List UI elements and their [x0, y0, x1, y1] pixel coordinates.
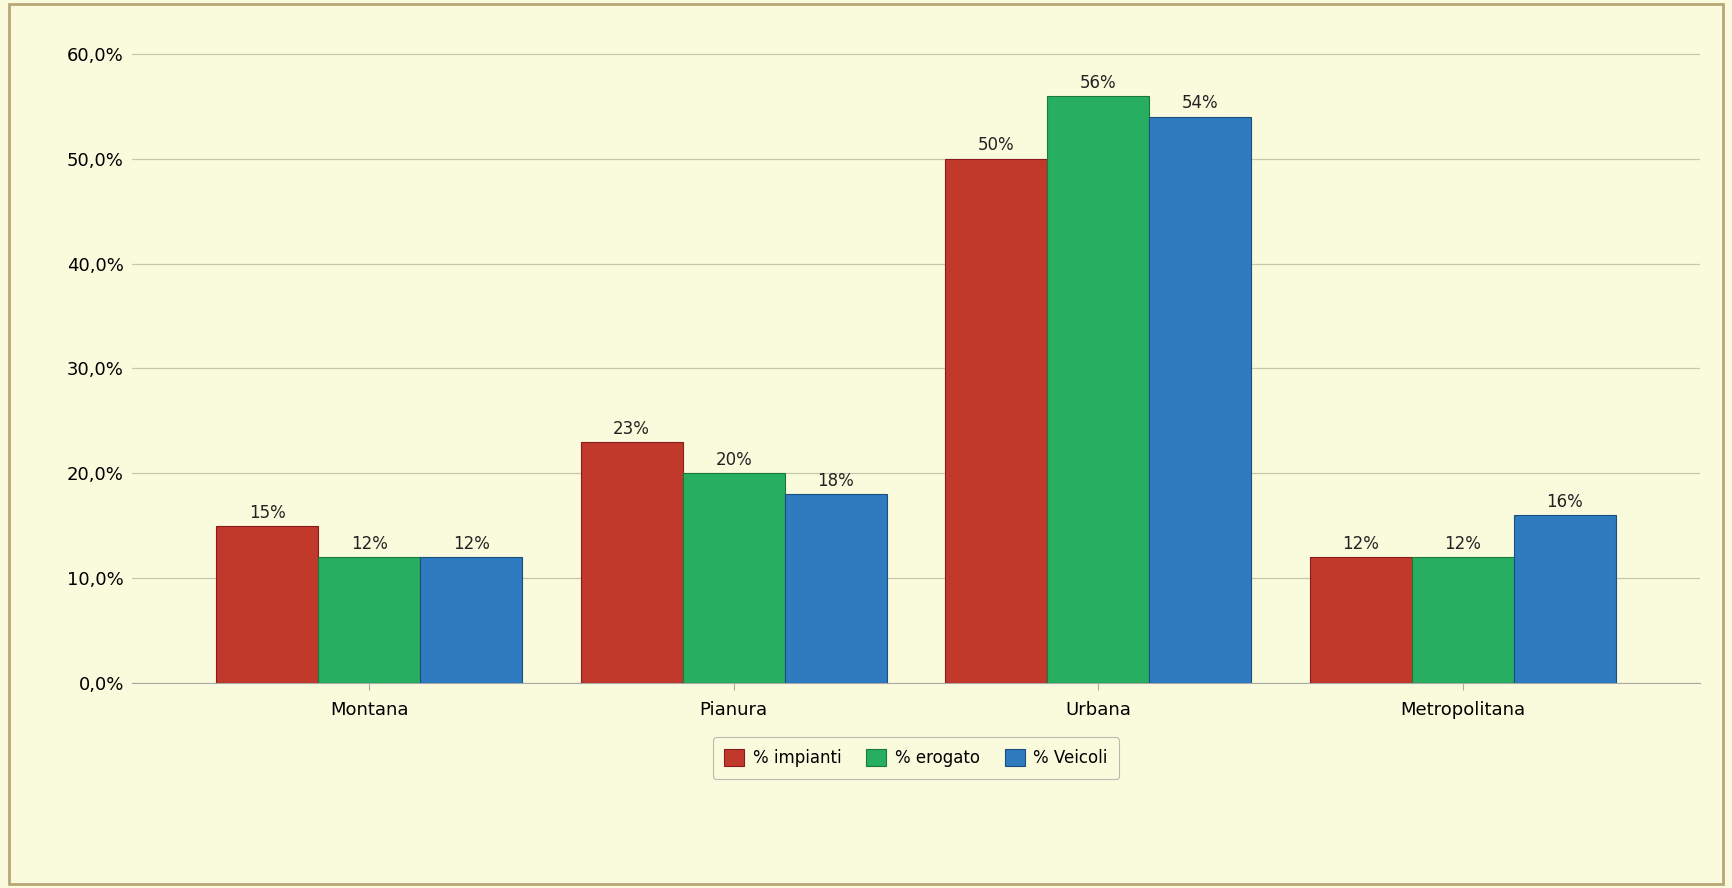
Bar — [216, 526, 319, 683]
Legend: % impianti, % erogato, % Veicoli: % impianti, % erogato, % Veicoli — [714, 737, 1119, 779]
Text: 20%: 20% — [715, 451, 752, 469]
Bar — [1048, 96, 1150, 683]
Text: 54%: 54% — [1181, 94, 1219, 113]
Text: 16%: 16% — [1547, 493, 1583, 511]
Bar — [785, 495, 887, 683]
Bar — [1309, 558, 1412, 683]
Text: 12%: 12% — [350, 535, 388, 553]
Text: 23%: 23% — [613, 420, 650, 438]
Text: 12%: 12% — [1342, 535, 1379, 553]
Bar — [1514, 515, 1616, 683]
Bar — [682, 473, 785, 683]
Bar — [946, 159, 1048, 683]
Text: 56%: 56% — [1079, 74, 1117, 91]
Text: 18%: 18% — [818, 472, 854, 490]
Bar — [1412, 558, 1514, 683]
Text: 12%: 12% — [452, 535, 490, 553]
Text: 15%: 15% — [249, 503, 286, 521]
Bar — [1150, 116, 1251, 683]
Text: 12%: 12% — [1444, 535, 1481, 553]
Bar — [580, 442, 682, 683]
Text: 50%: 50% — [979, 137, 1015, 155]
Bar — [319, 558, 421, 683]
Bar — [421, 558, 523, 683]
